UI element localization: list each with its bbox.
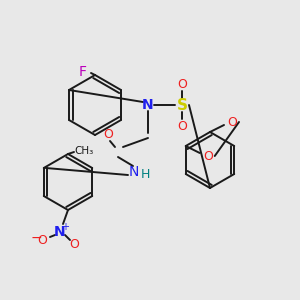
Text: O: O bbox=[177, 119, 187, 133]
Text: S: S bbox=[176, 98, 188, 112]
Text: +: + bbox=[61, 222, 69, 232]
Text: O: O bbox=[69, 238, 79, 250]
Text: O: O bbox=[203, 149, 213, 163]
Text: F: F bbox=[79, 65, 87, 79]
Text: N: N bbox=[142, 98, 154, 112]
Text: O: O bbox=[227, 116, 237, 128]
Text: O: O bbox=[177, 77, 187, 91]
Text: N: N bbox=[54, 225, 66, 239]
Text: −: − bbox=[30, 231, 42, 245]
Text: H: H bbox=[140, 169, 150, 182]
Text: O: O bbox=[103, 128, 113, 142]
Text: O: O bbox=[37, 233, 47, 247]
Text: N: N bbox=[129, 165, 139, 179]
Text: CH₃: CH₃ bbox=[74, 146, 94, 156]
